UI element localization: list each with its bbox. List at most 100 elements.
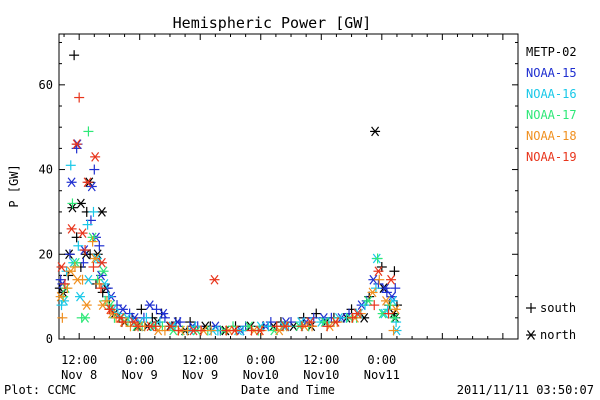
data-point-north — [115, 312, 126, 323]
data-point-north — [254, 325, 265, 336]
data-point-south — [74, 92, 85, 103]
data-point-south — [101, 295, 112, 306]
plot-credit: Plot: CCMC — [4, 383, 76, 397]
data-point-north — [80, 312, 91, 323]
legend-entry: METP-02 — [526, 45, 577, 59]
data-point-south — [94, 278, 105, 289]
series-noaa-17 — [58, 126, 400, 336]
x-tick-label-time: 0:00 — [246, 353, 275, 367]
data-point-south — [88, 261, 99, 272]
data-point-south — [388, 325, 399, 336]
data-point-south — [55, 274, 66, 285]
data-point-north — [75, 198, 86, 209]
data-point-south — [94, 240, 105, 251]
data-point-south — [96, 283, 107, 294]
data-point-north — [128, 317, 139, 327]
plot-area-frame — [58, 33, 519, 340]
data-point-south — [346, 304, 357, 315]
data-point-south — [246, 325, 257, 336]
data-point-south — [63, 270, 74, 281]
x-tick-label-date: Nov11 — [364, 368, 400, 382]
data-point-south — [381, 287, 392, 298]
y-axis-label: P [GW] — [7, 164, 21, 207]
data-point-south — [71, 232, 82, 243]
data-point-south — [59, 278, 70, 289]
marker-legend-label: north — [540, 328, 576, 342]
data-point-south — [311, 308, 322, 319]
y-tick-label: 60 — [39, 78, 53, 92]
data-point-north — [363, 296, 374, 306]
data-point-south — [56, 300, 67, 311]
data-point-south — [296, 321, 307, 332]
data-point-north — [209, 274, 220, 285]
data-point-north — [305, 317, 316, 327]
data-point-south — [65, 160, 76, 171]
data-point-north — [381, 296, 392, 306]
legend-entry: NOAA-15 — [526, 66, 577, 80]
data-point-south — [92, 274, 103, 285]
data-point-north — [80, 249, 91, 260]
data-point-north — [55, 291, 66, 302]
x-tick-label-time: 0:00 — [367, 353, 396, 367]
y-axis-ticks: 0 20 40 60 — [39, 41, 518, 346]
legend-entry: NOAA-19 — [526, 150, 577, 164]
data-point-south — [117, 317, 128, 328]
data-point-north — [70, 257, 81, 268]
data-point-north — [229, 325, 240, 336]
data-point-south — [372, 253, 383, 264]
data-point-north — [389, 312, 400, 323]
data-point-north — [56, 262, 67, 272]
data-point-north — [75, 291, 86, 302]
data-point-south — [190, 321, 201, 332]
data-point-north — [330, 317, 341, 327]
data-point-south — [369, 300, 380, 311]
data-point-south — [221, 325, 232, 336]
x-axis-label: Date and Time — [241, 383, 335, 397]
data-point-south — [159, 312, 170, 323]
y-tick-label: 0 — [46, 332, 53, 346]
data-point-south — [391, 317, 402, 328]
data-point-south — [136, 304, 147, 315]
data-point-north — [81, 300, 92, 310]
data-point-north — [526, 330, 536, 340]
data-point-north — [390, 304, 401, 315]
data-point-south — [173, 325, 184, 336]
data-point-south — [322, 321, 333, 332]
data-point-south — [80, 245, 91, 256]
x-tick-label-time: 12:00 — [61, 353, 97, 367]
x-tick-label-date: Nov 9 — [182, 368, 218, 382]
data-point-north — [90, 151, 101, 162]
marker-legend-entry: south — [526, 301, 576, 315]
x-tick-label-date: Nov 9 — [122, 368, 158, 382]
legend-entry: NOAA-18 — [526, 129, 577, 143]
data-point-north — [66, 177, 77, 188]
data-point-south — [67, 198, 78, 209]
data-point-north — [367, 287, 378, 298]
data-point-north — [158, 308, 169, 319]
x-tick-label-time: 12:00 — [182, 353, 218, 367]
data-point-north — [117, 304, 128, 315]
x-tick-label-time: 12:00 — [303, 353, 339, 367]
data-point-south — [385, 300, 396, 311]
data-point-north — [72, 274, 83, 285]
y-tick-label: 40 — [39, 163, 53, 177]
series-legend: METP-02 NOAA-15 NOAA-16 NOAA-17 NOAA-18 NOAA-… — [526, 45, 577, 164]
data-point-south — [271, 321, 282, 332]
chart-title: Hemispheric Power [GW] — [173, 14, 372, 32]
data-point-south — [389, 266, 400, 277]
legend-entry: NOAA-17 — [526, 108, 577, 122]
data-point-north — [96, 257, 107, 268]
data-point-north — [386, 274, 397, 285]
data-point-north — [370, 126, 381, 137]
x-tick-label-date: Nov10 — [303, 368, 339, 382]
data-point-north — [373, 266, 384, 277]
data-point-south — [390, 283, 401, 294]
data-point-south — [64, 249, 75, 260]
x-tick-label-date: Nov10 — [243, 368, 279, 382]
data-point-south — [73, 240, 84, 251]
data-point-south — [62, 283, 73, 294]
data-point-north — [380, 283, 391, 294]
data-point-south — [69, 50, 80, 61]
